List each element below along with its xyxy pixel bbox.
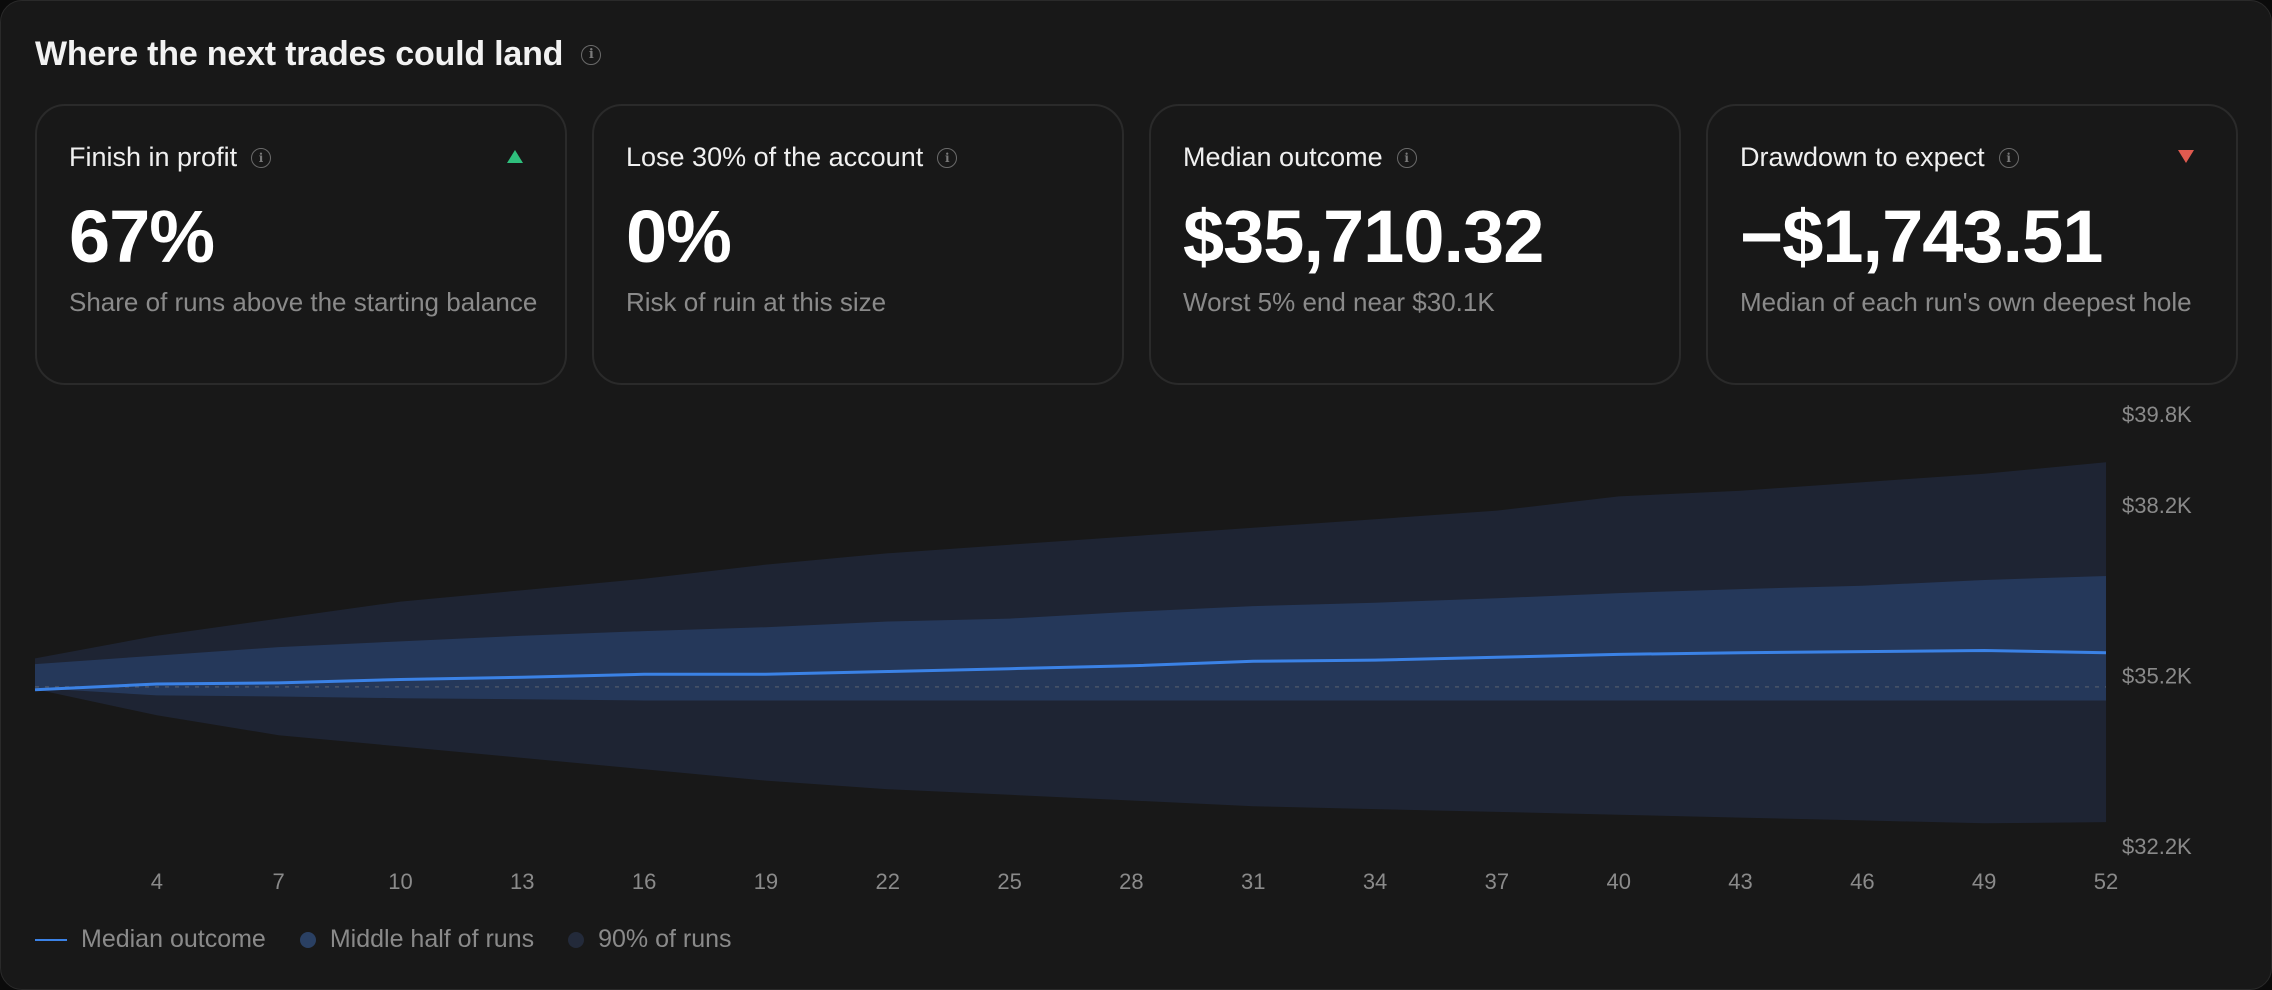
card-label-text: Finish in profit xyxy=(69,142,238,172)
info-icon[interactable]: i xyxy=(1998,147,2019,168)
x-tick-label: 19 xyxy=(754,869,778,894)
legend-item-middle-half: Middle half of runs xyxy=(299,925,535,954)
card-value: 67% xyxy=(69,195,215,278)
median-line xyxy=(34,649,2107,692)
x-tick-label: 46 xyxy=(1850,869,1874,894)
y-tick-label: $32.2K xyxy=(2122,834,2192,859)
card-label-text: Median outcome xyxy=(1183,142,1383,172)
y-tick-label: $39.8K xyxy=(2122,402,2192,427)
card-label: Lose 30% of the account i xyxy=(626,142,958,173)
x-tick-label: 28 xyxy=(1119,869,1143,894)
card-label-text: Lose 30% of the account xyxy=(626,142,924,172)
card-value: 0% xyxy=(626,195,732,278)
card-median-outcome: Median outcome i $35,710.32 Worst 5% end… xyxy=(1149,104,1681,385)
x-tick-label: 13 xyxy=(510,869,534,894)
chart-legend: Median outcome Middle half of runs 90% o… xyxy=(35,925,766,954)
card-subtitle: Median of each run's own deepest hole xyxy=(1740,287,2192,317)
card-label: Drawdown to expect i xyxy=(1740,142,2019,173)
legend-label: Median outcome xyxy=(81,925,266,953)
legend-dot-swatch xyxy=(568,931,585,948)
legend-label: Middle half of runs xyxy=(329,925,535,953)
outcome-fan-chart: $39.8K $38.2K $35.2K $32.2K 4 7 10 13 16 19 22 25 28… xyxy=(34,402,2192,894)
x-tick-label: 52 xyxy=(2094,869,2118,894)
trend-down-icon xyxy=(2178,150,2194,163)
card-label: Median outcome i xyxy=(1183,142,1417,173)
card-label-text: Drawdown to expect xyxy=(1740,142,1985,172)
x-tick-label: 25 xyxy=(997,869,1021,894)
legend-dot-swatch xyxy=(299,931,316,948)
card-label: Finish in profit i xyxy=(69,142,272,173)
trend-up-icon xyxy=(507,150,523,163)
legend-line-swatch xyxy=(35,938,67,941)
x-tick-label: 49 xyxy=(1972,869,1996,894)
info-icon[interactable]: i xyxy=(581,44,602,65)
y-tick-label: $35.2K xyxy=(2122,663,2192,688)
x-tick-label: 34 xyxy=(1363,869,1387,894)
x-tick-label: 37 xyxy=(1485,869,1509,894)
x-tick-label: 10 xyxy=(388,869,412,894)
x-tick-label: 22 xyxy=(876,869,900,894)
x-tick-label: 16 xyxy=(632,869,656,894)
legend-label: 90% of runs xyxy=(598,925,732,953)
x-tick-label: 4 xyxy=(151,869,163,894)
info-icon[interactable]: i xyxy=(251,147,272,168)
card-value: −$1,743.51 xyxy=(1740,195,2103,278)
y-tick-label: $38.2K xyxy=(2122,493,2192,518)
card-subtitle: Worst 5% end near $30.1K xyxy=(1183,287,1495,317)
info-icon[interactable]: i xyxy=(1396,147,1417,168)
legend-item-90-percent: 90% of runs xyxy=(568,925,732,954)
x-tick-label: 40 xyxy=(1606,869,1630,894)
info-icon[interactable]: i xyxy=(937,147,958,168)
panel-title: Where the next trades could land i xyxy=(35,35,602,74)
band-middle-half xyxy=(35,576,2106,701)
x-tick-label: 7 xyxy=(273,869,285,894)
card-lose-30-percent: Lose 30% of the account i 0% Risk of rui… xyxy=(592,104,1124,385)
card-subtitle: Risk of ruin at this size xyxy=(626,287,887,317)
card-value: $35,710.32 xyxy=(1183,195,1544,278)
card-drawdown: Drawdown to expect i −$1,743.51 Median o… xyxy=(1706,104,2238,385)
card-finish-in-profit: Finish in profit i 67% Share of runs abo… xyxy=(35,104,567,385)
panel-title-text: Where the next trades could land xyxy=(35,35,564,73)
x-tick-label: 43 xyxy=(1728,869,1752,894)
card-subtitle: Share of runs above the starting balance xyxy=(69,287,538,317)
legend-item-median: Median outcome xyxy=(35,925,266,954)
x-tick-label: 31 xyxy=(1241,869,1265,894)
